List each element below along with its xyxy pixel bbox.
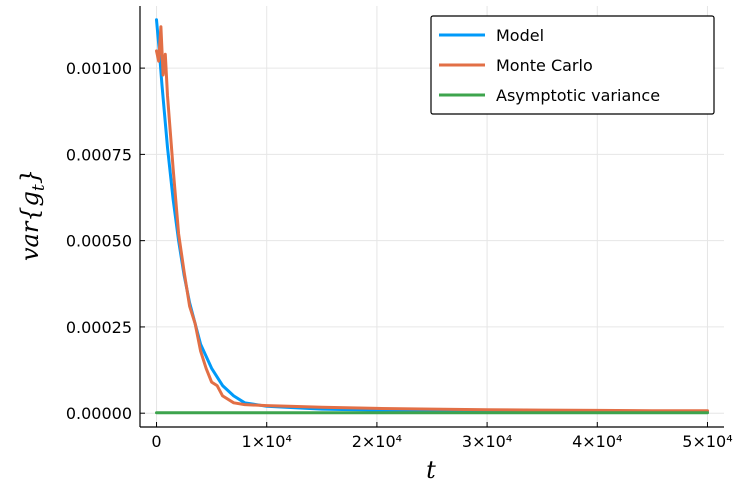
y-axis-label: var{gt} <box>16 169 49 261</box>
x-tick-label: 1×10⁴ <box>242 432 292 451</box>
y-tick-label: 0.00075 <box>66 145 132 164</box>
y-tick-label: 0.00000 <box>66 404 132 423</box>
x-tick-label: 4×10⁴ <box>572 432 622 451</box>
x-tick-label: 5×10⁴ <box>682 432 732 451</box>
y-tick-label: 0.00100 <box>66 59 132 78</box>
x-tick-label: 3×10⁴ <box>462 432 512 451</box>
series-line-monte-carlo <box>155 25 709 413</box>
y-tick-label: 0.00050 <box>66 232 132 251</box>
y-tick-label: 0.00025 <box>66 318 132 337</box>
axes <box>139 6 724 428</box>
tick-labels: 0 1×10⁴ 2×10⁴ 3×10⁴ 4×10⁴ 5×10⁴ 0.00000 0.00025… <box>66 59 733 451</box>
legend-label: Asymptotic variance <box>496 86 660 105</box>
x-tick-label: 0 <box>151 432 161 451</box>
legend-label: Model <box>496 26 544 45</box>
legend: Model Monte Carlo Asymptotic variance <box>430 15 715 115</box>
legend-box <box>430 15 715 115</box>
x-axis-label: t <box>426 456 436 484</box>
series-lines <box>155 18 709 415</box>
series-line-model <box>155 18 709 414</box>
legend-label: Monte Carlo <box>496 56 593 75</box>
x-tick-label: 2×10⁴ <box>352 432 402 451</box>
